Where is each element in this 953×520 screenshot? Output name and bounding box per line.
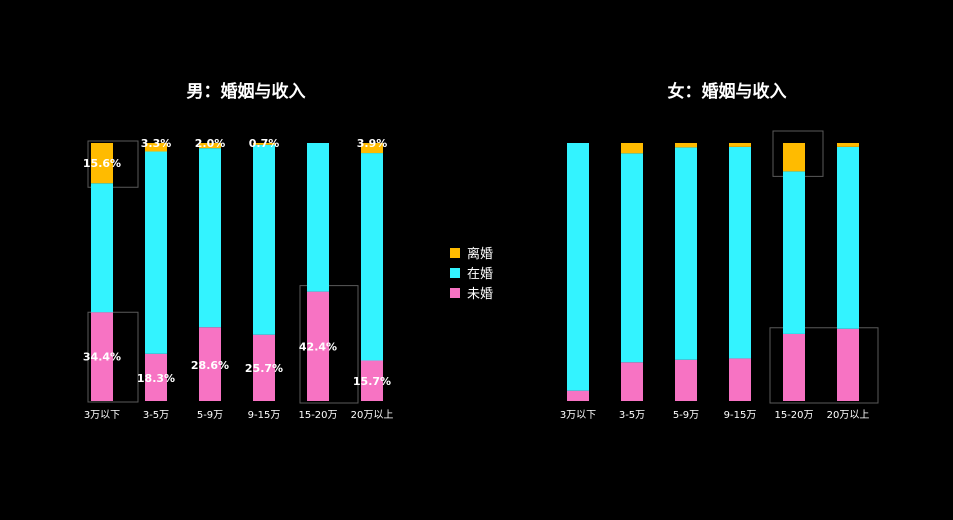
male-data-label-divorced: 0.7%	[249, 137, 280, 150]
female-bar-unmarried	[675, 359, 697, 401]
female-chart-title: 女：婚姻与收入	[668, 81, 787, 102]
male-bar-unmarried	[361, 360, 383, 401]
male-data-label-unmarried: 42.4%	[299, 340, 337, 353]
male-data-label-unmarried: 34.4%	[83, 351, 121, 364]
male-x-tick-label: 3万以下	[84, 410, 120, 421]
legend-swatch-married	[450, 268, 460, 278]
male-data-label-divorced: 2.0%	[195, 137, 226, 150]
male-bar-married	[307, 143, 329, 292]
male-bar-married	[361, 153, 383, 361]
male-data-label-divorced: 3.9%	[357, 137, 388, 150]
female-x-tick-label: 3万以下	[560, 410, 596, 421]
female-bar-divorced	[621, 143, 643, 154]
legend-swatch-unmarried	[450, 288, 460, 298]
female-bar-divorced	[783, 143, 805, 172]
male-bar-unmarried	[307, 291, 329, 401]
female-chart: 3万以下 3-5万 5-9万 9-15万 15-20万 20万以上	[560, 130, 879, 421]
male-data-label-unmarried: 15.7%	[353, 375, 391, 388]
male-data-label-unmarried: 25.7%	[245, 362, 283, 375]
male-bar-divorced	[253, 143, 275, 145]
male-bar-married	[253, 144, 275, 335]
male-x-tick-label: 3-5万	[143, 410, 169, 421]
male-data-label-divorced: 15.6%	[83, 157, 121, 170]
female-bar-married	[567, 143, 589, 391]
male-x-tick-label: 20万以上	[351, 409, 394, 421]
male-bar-divorced	[361, 143, 383, 154]
legend: 离婚 在婚 未婚	[450, 246, 493, 302]
female-bar-divorced	[675, 143, 697, 148]
legend-label-divorced: 离婚	[467, 246, 493, 262]
female-x-tick-label: 15-20万	[774, 410, 813, 421]
legend-label-married: 在婚	[467, 267, 493, 282]
female-bar-married	[837, 146, 859, 329]
female-bar-married	[621, 153, 643, 363]
female-bar-unmarried	[729, 358, 751, 401]
male-bar-unmarried	[145, 353, 167, 401]
female-x-tick-label: 5-9万	[673, 410, 699, 421]
legend-label-unmarried: 未婚	[467, 287, 493, 302]
male-bar-unmarried	[199, 327, 221, 401]
female-bar-unmarried	[783, 333, 805, 401]
male-data-label-divorced: 3.3%	[141, 137, 172, 150]
female-x-tick-label: 20万以上	[827, 409, 870, 421]
female-bar-divorced	[837, 143, 859, 147]
female-bar-married	[783, 171, 805, 334]
male-bar-divorced	[145, 143, 167, 152]
male-x-tick-label: 9-15万	[248, 410, 281, 421]
male-bar-unmarried	[91, 312, 113, 401]
female-bar-married	[729, 146, 751, 359]
male-bar-divorced	[91, 143, 113, 184]
female-bar-married	[675, 147, 697, 360]
male-x-tick-label: 5-9万	[197, 410, 223, 421]
female-bar-unmarried	[621, 362, 643, 401]
female-bar-unmarried	[837, 328, 859, 401]
highlight-box	[769, 327, 879, 404]
male-bar-married	[91, 183, 113, 313]
female-x-tick-label: 9-15万	[724, 410, 757, 421]
male-chart-title: 男：婚姻与收入	[187, 81, 306, 102]
male-data-label-unmarried: 18.3%	[137, 372, 175, 385]
male-bar-divorced	[199, 143, 221, 149]
male-bar-married	[145, 151, 167, 354]
female-bar-divorced	[729, 143, 751, 147]
male-bar-married	[199, 148, 221, 328]
legend-swatch-divorced	[450, 248, 460, 258]
male-bar-unmarried	[253, 334, 275, 401]
female-bar-unmarried	[567, 390, 589, 401]
male-chart: 3万以下 3-5万 5-9万 9-15万 15-20万 20万以上 34.4% 15.6% 18…	[83, 137, 393, 421]
female-x-tick-label: 3-5万	[619, 410, 645, 421]
male-x-tick-label: 15-20万	[298, 410, 337, 421]
male-data-label-unmarried: 28.6%	[191, 359, 229, 372]
